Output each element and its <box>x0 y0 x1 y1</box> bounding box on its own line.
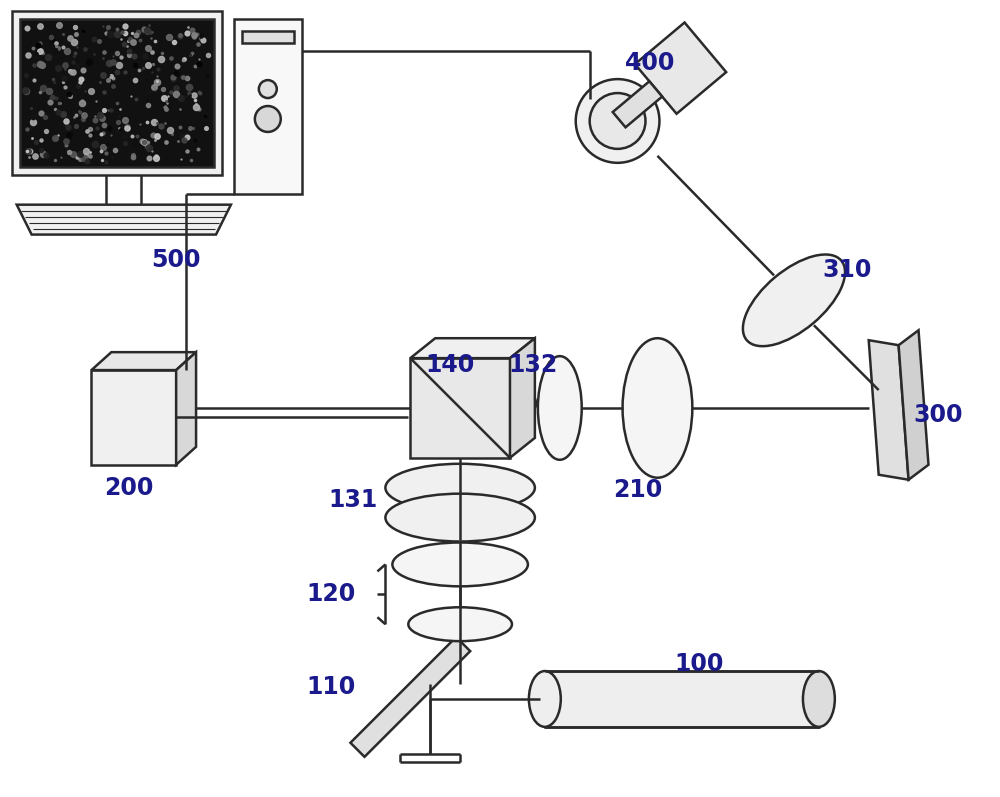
Bar <box>410 358 510 457</box>
Ellipse shape <box>743 254 845 346</box>
Bar <box>12 11 222 175</box>
Text: 200: 200 <box>105 476 154 500</box>
Polygon shape <box>176 352 196 465</box>
Polygon shape <box>899 330 929 480</box>
Ellipse shape <box>590 93 645 149</box>
Polygon shape <box>613 81 662 128</box>
Text: 132: 132 <box>508 353 558 377</box>
Text: 131: 131 <box>328 488 377 512</box>
Bar <box>234 19 302 194</box>
Polygon shape <box>510 338 535 457</box>
Polygon shape <box>91 352 196 370</box>
Text: 500: 500 <box>151 249 201 273</box>
Ellipse shape <box>392 543 528 587</box>
Ellipse shape <box>803 671 835 727</box>
Text: 120: 120 <box>306 583 355 607</box>
Bar <box>91 370 176 465</box>
Polygon shape <box>635 22 726 114</box>
Ellipse shape <box>529 671 561 727</box>
Text: 210: 210 <box>613 477 662 501</box>
Text: 110: 110 <box>306 675 355 699</box>
Polygon shape <box>350 637 470 757</box>
Text: 140: 140 <box>426 353 475 377</box>
Text: 300: 300 <box>914 403 963 427</box>
Ellipse shape <box>538 356 582 460</box>
Ellipse shape <box>259 80 277 98</box>
Ellipse shape <box>408 607 512 641</box>
Text: 310: 310 <box>822 258 871 282</box>
Ellipse shape <box>576 79 659 163</box>
Ellipse shape <box>385 464 535 512</box>
Polygon shape <box>410 338 535 358</box>
Ellipse shape <box>385 493 535 541</box>
Text: 400: 400 <box>625 51 674 75</box>
Bar <box>20 19 214 167</box>
Polygon shape <box>17 205 231 234</box>
Ellipse shape <box>623 338 692 477</box>
Polygon shape <box>869 340 909 480</box>
Bar <box>242 31 294 43</box>
Ellipse shape <box>255 106 281 132</box>
Bar <box>545 671 819 727</box>
Text: 100: 100 <box>675 652 724 676</box>
